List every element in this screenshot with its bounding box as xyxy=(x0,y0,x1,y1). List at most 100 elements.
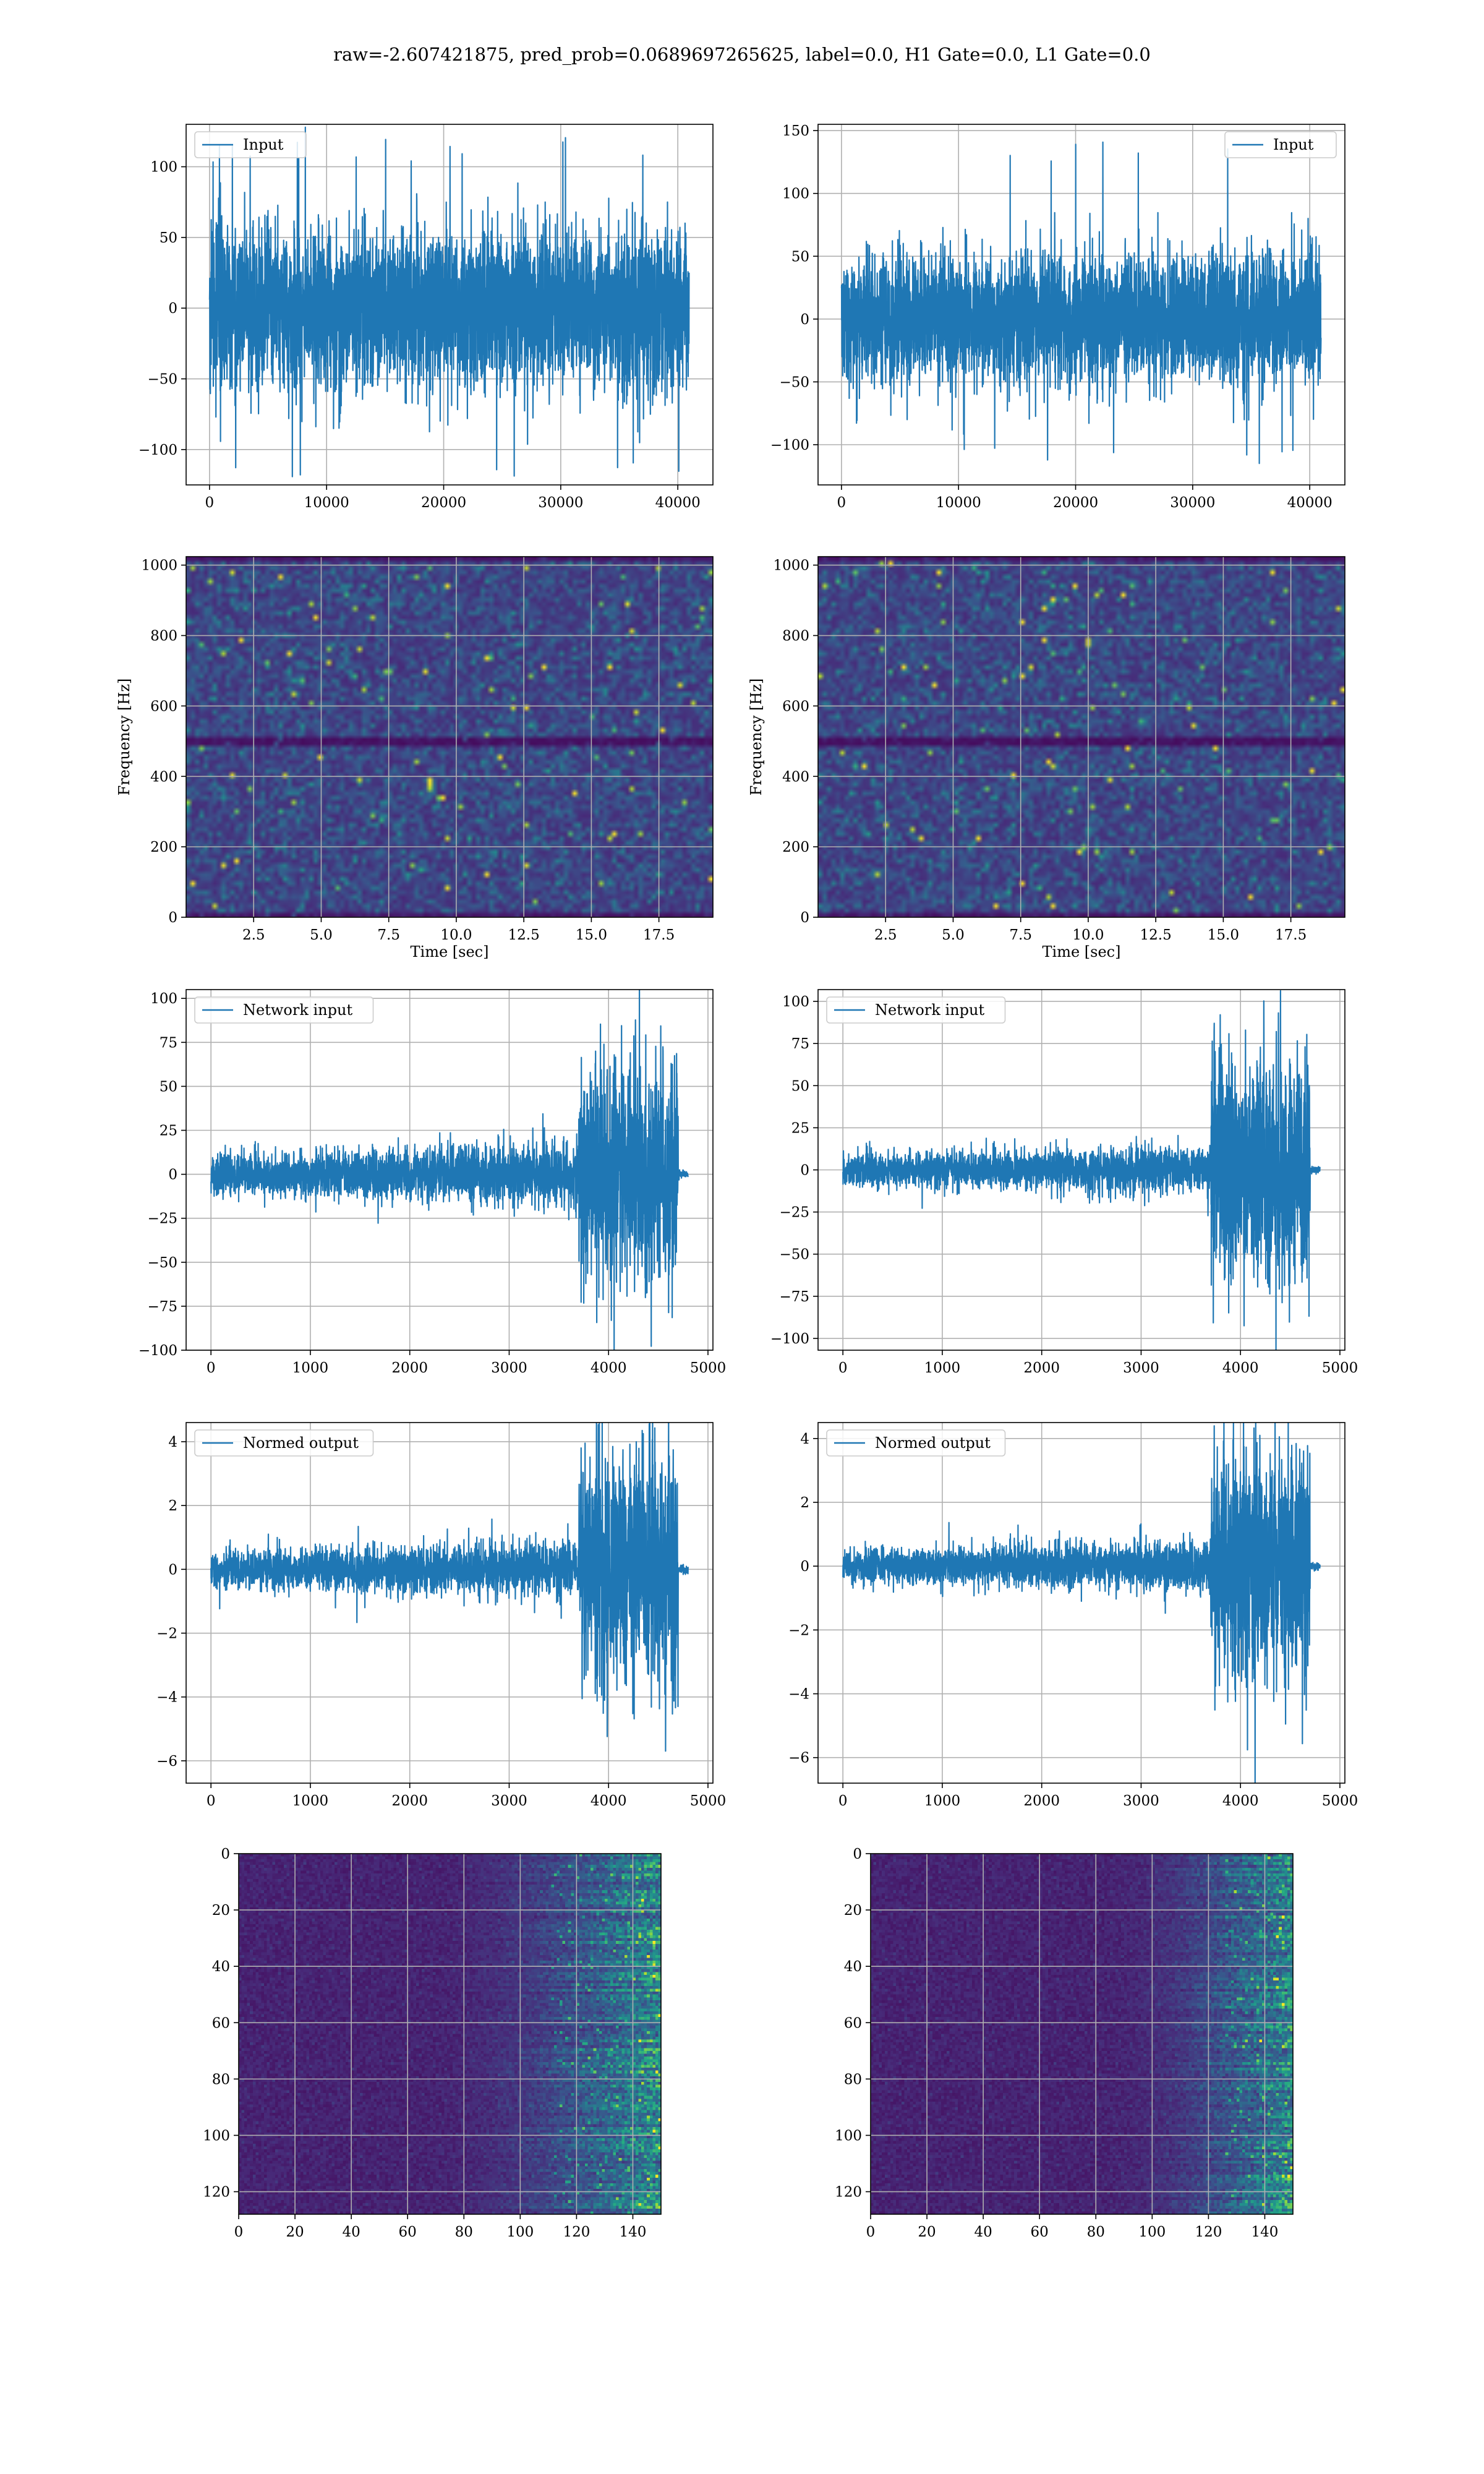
y-tick-label: −25 xyxy=(779,1205,809,1221)
y-tick-label: 0 xyxy=(168,1562,177,1578)
y-tick-label: −100 xyxy=(770,437,809,453)
y-tick-label: 20 xyxy=(844,1903,862,1919)
x-tick-label: 12.5 xyxy=(508,927,540,943)
y-tick-label: 60 xyxy=(212,2015,230,2031)
grid-lines xyxy=(238,1853,661,2214)
x-tick-label: 17.5 xyxy=(643,927,675,943)
legend-frame xyxy=(826,1429,1006,1457)
y-tick-label: 25 xyxy=(791,1120,809,1136)
y-tick-label: 4 xyxy=(800,1431,809,1447)
y-tick-label: 2 xyxy=(168,1498,177,1514)
y-axis-label: Frequency [Hz] xyxy=(748,678,765,796)
y-tick-label: 50 xyxy=(160,1079,177,1095)
x-tick-label: 17.5 xyxy=(1275,927,1307,943)
y-tick-label: 4 xyxy=(168,1434,177,1450)
y-tick-label: −4 xyxy=(156,1690,177,1706)
y-tick-label: −75 xyxy=(779,1289,809,1305)
x-tick-label: 5.0 xyxy=(310,927,333,943)
y-tick-label: 120 xyxy=(835,2185,862,2201)
x-tick-label: 2.5 xyxy=(242,927,265,943)
y-tick-label: 0 xyxy=(800,1163,809,1179)
axis-ticks: 0 10000 20000 30000 40000 −100 −50 0 50 100 xyxy=(139,160,701,511)
x-tick-label: 140 xyxy=(1252,2224,1279,2240)
x-tick-label: 40 xyxy=(974,2224,992,2240)
series-line xyxy=(210,990,689,1350)
x-tick-label: 5000 xyxy=(690,1360,727,1376)
y-tick-label: 50 xyxy=(791,249,809,265)
series-line xyxy=(842,1423,1321,1783)
x-tick-label: 4000 xyxy=(1222,1360,1259,1376)
subplot-input-left: Input 0 10000 20000 30000 40000 −100 −50 0 50 100 xyxy=(139,124,714,511)
x-tick-label: 1000 xyxy=(924,1360,961,1376)
axes-frame xyxy=(817,1422,1345,1784)
y-tick-label: 0 xyxy=(221,1846,230,1862)
x-tick-label: 120 xyxy=(1195,2224,1222,2240)
y-tick-label: 80 xyxy=(212,2071,230,2087)
series-line xyxy=(842,990,1321,1350)
y-tick-label: 0 xyxy=(800,910,809,926)
x-tick-label: 80 xyxy=(455,2224,473,2240)
x-tick-label: 2000 xyxy=(391,1360,428,1376)
x-tick-label: 80 xyxy=(1087,2224,1105,2240)
x-tick-label: 7.5 xyxy=(377,927,400,943)
x-tick-label: 10.0 xyxy=(1072,927,1104,943)
x-tick-label: 0 xyxy=(866,2224,876,2240)
axis-ticks: 2.5 5.0 7.5 10.0 12.5 15.0 17.5 0 200 400 600 800 10… xyxy=(773,558,1307,943)
x-axis-label: Time [sec] xyxy=(411,943,489,961)
axes-frame xyxy=(186,124,714,486)
legend: Network input xyxy=(826,996,1006,1024)
y-tick-label: −50 xyxy=(147,1255,177,1271)
x-tick-label: 0 xyxy=(207,1793,216,1809)
axis-ticks: 0 1000 2000 3000 4000 5000 −100 −75 −50 −25 0 25 50 7… xyxy=(770,994,1358,1376)
x-tick-label: 20 xyxy=(286,2224,304,2240)
x-tick-label: 100 xyxy=(1138,2224,1166,2240)
legend: Network input xyxy=(194,996,374,1024)
x-tick-label: 0 xyxy=(838,1360,848,1376)
y-tick-label: 100 xyxy=(835,2128,862,2144)
y-tick-label: 0 xyxy=(800,1559,809,1575)
x-tick-label: 3000 xyxy=(1123,1360,1159,1376)
y-tick-label: 80 xyxy=(844,2071,862,2087)
y-tick-label: −100 xyxy=(139,442,177,458)
y-tick-label: 150 xyxy=(782,123,809,139)
x-tick-label: 10.0 xyxy=(440,927,472,943)
y-tick-label: 100 xyxy=(782,994,809,1010)
y-tick-label: 400 xyxy=(150,769,177,785)
x-tick-label: 2000 xyxy=(1023,1793,1060,1809)
heatmap-image xyxy=(818,557,1345,917)
axis-ticks: 2.5 5.0 7.5 10.0 12.5 15.0 17.5 0 200 400 600 800 10… xyxy=(141,558,675,943)
grid-lines xyxy=(870,1853,1293,2214)
legend-label: Input xyxy=(243,136,284,153)
y-tick-label: 100 xyxy=(150,991,177,1007)
subplot-feat-right: 0 20 40 60 80 100 120 140 0 20 40 60 80 100 120 xyxy=(835,1846,1294,2240)
x-tick-label: 5000 xyxy=(1322,1360,1358,1376)
x-tick-label: 40000 xyxy=(655,495,701,511)
y-tick-label: 1000 xyxy=(773,558,809,574)
x-tick-label: 0 xyxy=(207,1360,216,1376)
y-tick-label: 120 xyxy=(203,2185,230,2201)
series-line xyxy=(210,1423,689,1752)
y-tick-label: 600 xyxy=(782,698,809,714)
y-tick-label: 200 xyxy=(150,839,177,855)
x-tick-label: 40000 xyxy=(1287,495,1333,511)
y-tick-label: 600 xyxy=(150,698,177,714)
x-tick-label: 1000 xyxy=(292,1793,329,1809)
legend: Input xyxy=(1224,131,1337,158)
x-tick-label: 140 xyxy=(620,2224,647,2240)
y-tick-label: −2 xyxy=(788,1622,809,1638)
x-tick-label: 15.0 xyxy=(1208,927,1239,943)
series-line xyxy=(208,126,690,477)
subplot-normed-right: Normed output 0 1000 2000 3000 4000 5000 −6 −4 −2… xyxy=(788,1422,1358,1809)
x-tick-label: 100 xyxy=(506,2224,534,2240)
y-tick-label: −50 xyxy=(779,374,809,390)
legend: Normed output xyxy=(826,1429,1006,1457)
axes-frame xyxy=(186,1422,714,1784)
series-line xyxy=(840,141,1322,464)
x-tick-label: 10000 xyxy=(936,495,981,511)
y-tick-label: 75 xyxy=(791,1036,809,1052)
x-tick-label: 0 xyxy=(205,495,215,511)
x-tick-label: 3000 xyxy=(491,1360,527,1376)
y-tick-label: −100 xyxy=(139,1343,177,1359)
y-tick-label: −6 xyxy=(156,1753,177,1770)
